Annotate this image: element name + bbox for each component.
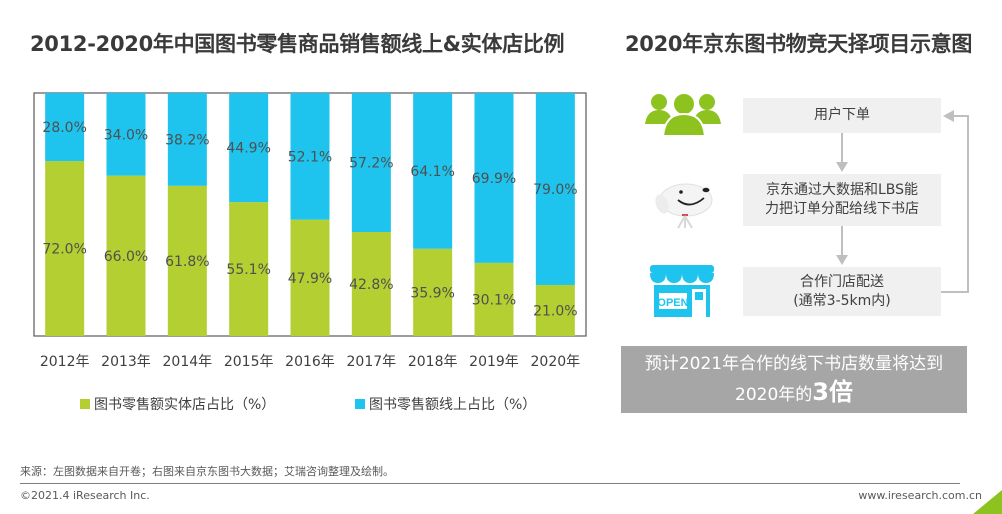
bar-segment-online-2013年 [106,93,146,176]
website-link[interactable]: www.iresearch.com.cn [858,489,982,502]
x-tick-label: 2019年 [469,354,519,370]
data-label-online-2012年: 28.0% [42,120,86,136]
flow-step-3-text-line2: (通常3-5km内) [793,292,891,309]
left-chart-title: 2012-2020年中国图书零售商品销售额线上&实体店比例 [30,32,565,56]
bar-segment-offline-2018年 [413,248,453,336]
bar-segment-offline-2012年 [45,161,85,336]
bar-segment-offline-2017年 [351,231,391,336]
bar-segment-online-2015年 [229,93,269,203]
legend-label-online: 图书零售额线上占比（%） [369,397,537,413]
data-label-offline-2016年: 47.9% [288,271,332,287]
x-tick-label: 2015年 [224,354,274,370]
legend-item-offline: 图书零售额实体店占比（%） [80,394,275,414]
forecast-highlight: 3倍 [812,378,853,406]
legend-swatch-offline [80,399,90,409]
data-label-online-2018年: 64.1% [410,164,454,180]
bars-group [45,93,575,336]
flow-step-2-text-line2: 力把订单分配给线下书店 [765,201,919,217]
users-group-icon [645,92,721,137]
data-label-offline-2017年: 42.8% [349,277,393,293]
brand-corner-triangle-icon [973,490,1002,514]
x-tick-label: 2020年 [531,354,581,370]
copyright: ©2021.4 iResearch Inc. [20,489,150,502]
right-diagram-title: 2020年京东图书物竞天择项目示意图 [625,32,973,56]
bar-segment-offline-2019年 [474,262,514,336]
x-tick-label: 2012年 [40,354,90,370]
bar-segment-online-2019年 [474,93,514,263]
bar-segment-offline-2020年 [535,284,575,336]
data-label-offline-2014年: 61.8% [165,254,209,270]
data-label-offline-2012年: 72.0% [42,242,86,258]
bar-segment-offline-2014年 [167,185,207,336]
data-label-online-2020年: 79.0% [533,182,577,198]
data-label-online-2014年: 38.2% [165,132,209,148]
x-tick-label: 2013年 [101,354,151,370]
legend-item-online: 图书零售额线上占比（%） [355,394,536,414]
forecast-line2: 2020年的3倍 [621,378,967,409]
flow-step-3-text-line1: 合作门店配送 [799,273,884,290]
bar-segment-online-2016年 [290,93,330,220]
arrow-head-1 [836,162,848,172]
data-label-offline-2015年: 55.1% [226,262,270,278]
bar-segment-online-2017年 [351,93,391,232]
data-label-offline-2018年: 35.9% [410,285,454,301]
data-label-online-2016年: 52.1% [288,149,332,165]
data-label-offline-2020年: 21.0% [533,303,577,319]
x-tick-label: 2018年 [408,354,458,370]
arrow-head-loop [943,110,954,122]
bar-segment-online-2020年 [535,93,575,285]
bar-segment-offline-2015年 [229,202,269,336]
x-tick-label: 2016年 [285,354,335,370]
forecast-line1: 预计2021年合作的线下书店数量将达到 [644,354,944,374]
forecast-line2-prefix: 2020年的 [735,385,813,405]
flow-step-store-delivery: 合作门店配送 (通常3-5km内) [743,267,941,316]
data-label-offline-2019年: 30.1% [472,292,516,308]
flow-step-1-text: 用户下单 [814,107,870,123]
bar-segment-offline-2013年 [106,175,146,336]
data-label-online-2017年: 57.2% [349,155,393,171]
bar-labels-group: 72.0% 28.0% 66.0% 34.0% 61.8% 38.2% 55.1% 44.9%… [42,120,577,319]
svg-text:OPEN: OPEN [657,297,688,309]
legend-label-offline: 图书零售额实体店占比（%） [94,397,276,413]
source-note: 来源：左图数据来自开卷；右图来自京东图书大数据；艾瑞咨询整理及绘制。 [20,465,394,478]
data-label-online-2019年: 69.9% [472,171,516,187]
flow-step-jd-dispatch: 京东通过大数据和LBS能 力把订单分配给线下书店 [743,174,941,226]
arrow-loop-back [941,115,969,293]
flow-step-2-text-line1: 京东通过大数据和LBS能 [765,182,919,198]
data-label-online-2013年: 34.0% [104,127,148,143]
open-store-icon: OPEN [650,265,714,317]
x-axis-tick-labels: 2012年 2013年 2014年 2015年 2016年 2017年 2018年 2019年… [40,354,580,370]
bar-segment-offline-2016年 [290,219,330,336]
flow-step-user-order: 用户下单 [743,98,941,133]
footer-divider [20,483,960,484]
bar-segment-online-2018年 [413,93,453,249]
bar-segment-online-2014年 [167,93,207,186]
legend-swatch-online [355,399,365,409]
jd-dog-mascot-icon [655,183,713,229]
forecast-banner: 预计2021年合作的线下书店数量将达到 2020年的3倍 [621,346,967,413]
arrow-head-2 [836,255,848,265]
data-label-offline-2013年: 66.0% [104,249,148,265]
x-tick-label: 2014年 [163,354,213,370]
bar-segment-online-2012年 [45,93,85,162]
data-label-online-2015年: 44.9% [226,141,270,157]
x-tick-label: 2017年 [347,354,397,370]
